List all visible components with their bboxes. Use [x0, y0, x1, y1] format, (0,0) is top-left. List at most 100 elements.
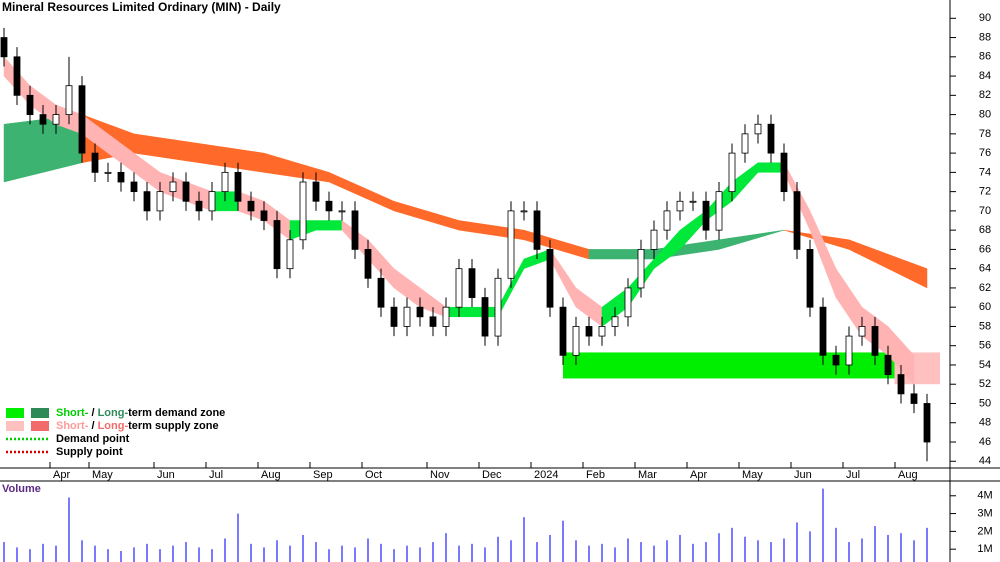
candle-body: [416, 306, 424, 318]
y-tick-label: 76: [979, 147, 991, 159]
legend-label: Short- / Long-term demand zone: [56, 407, 225, 419]
y-tick-label: 78: [979, 128, 991, 140]
x-tick-label: 2024: [534, 469, 558, 481]
candle-body: [442, 306, 450, 327]
candle-body: [702, 200, 710, 231]
y-tick-label: 4M: [977, 490, 992, 502]
candle-body: [819, 306, 827, 356]
candle-body: [858, 326, 866, 337]
candle-body: [52, 114, 60, 125]
candle-body: [689, 200, 697, 203]
y-tick-label: 84: [979, 70, 991, 82]
candle-body: [871, 326, 879, 356]
y-tick-label: 82: [979, 89, 991, 101]
legend-label: Supply point: [56, 446, 123, 458]
candle-body: [338, 210, 346, 213]
x-tick-label: Sep: [313, 469, 333, 481]
candle-body: [390, 306, 398, 327]
y-tick-label: 44: [979, 455, 991, 467]
x-tick-label: Jul: [846, 469, 860, 481]
x-tick-label: Dec: [482, 469, 502, 481]
band-segment: [718, 229, 785, 250]
candle-body: [572, 326, 580, 356]
y-tick-label: 68: [979, 224, 991, 236]
y-tick-label: 70: [979, 205, 991, 217]
candle-body: [221, 171, 229, 193]
legend-label: Demand point: [56, 433, 130, 445]
candle-body: [143, 191, 151, 212]
x-tick-label: May: [742, 469, 763, 481]
y-tick-label: 62: [979, 282, 991, 294]
candles: [0, 27, 931, 462]
candle-body: [234, 171, 242, 202]
candle-body: [0, 37, 8, 58]
zone: [563, 352, 901, 379]
candle-body: [195, 200, 203, 212]
candle-body: [923, 403, 931, 443]
legend-text: Demand point: [56, 433, 130, 445]
candle-body: [247, 200, 255, 212]
candle-body: [429, 316, 437, 327]
candle-body: [598, 326, 606, 337]
candle-body: [507, 210, 515, 279]
legend-swatch: [31, 421, 49, 431]
candle-body: [780, 152, 788, 193]
candle-body: [130, 181, 138, 193]
candle-body: [78, 85, 86, 154]
y-tick-label: 90: [979, 12, 991, 24]
band-segment: [315, 220, 343, 231]
band-segment: [848, 239, 928, 289]
x-tick-label: Apr: [53, 469, 70, 481]
candle-body: [312, 181, 320, 202]
y-tick-label: 56: [979, 340, 991, 352]
y-tick-label: 52: [979, 378, 991, 390]
candle-body: [897, 374, 905, 395]
y-tick-label: 2M: [977, 525, 992, 537]
x-tick-label: Aug: [261, 469, 281, 481]
y-tick-label: 48: [979, 417, 991, 429]
candle-body: [910, 393, 918, 404]
legend-text: Short-: [56, 407, 89, 419]
legend-text: /: [88, 420, 97, 432]
legend-text: Long-: [98, 407, 129, 419]
x-tick-label: Oct: [365, 469, 382, 481]
candle-body: [325, 200, 333, 212]
candle-body: [13, 56, 21, 96]
y-tick-label: 46: [979, 436, 991, 448]
y-tick-label: 60: [979, 301, 991, 313]
candle-body: [455, 268, 463, 308]
legend-text: term demand zone: [128, 407, 225, 419]
legend-text: Short-: [56, 420, 89, 432]
y-tick-label: 66: [979, 243, 991, 255]
y-tick-label: 1M: [977, 543, 992, 555]
band-segment: [757, 162, 785, 173]
candle-body: [351, 210, 359, 250]
candle-body: [377, 277, 385, 308]
candle-body: [845, 335, 853, 366]
candle-body: [715, 191, 723, 231]
legend-swatch: [6, 421, 24, 431]
x-tick-label: Jun: [794, 469, 812, 481]
legend-text: Supply point: [56, 446, 123, 458]
candle-body: [793, 191, 801, 250]
x-tick-label: May: [92, 469, 113, 481]
y-tick-label: 58: [979, 320, 991, 332]
candle-body: [611, 316, 619, 327]
candle-body: [403, 306, 411, 327]
y-tick-label: 80: [979, 108, 991, 120]
legend-swatch: [31, 408, 49, 418]
y-tick-label: 88: [979, 31, 991, 43]
chart-title: Mineral Resources Limited Ordinary (MIN)…: [2, 0, 281, 14]
x-tick-label: Jun: [157, 469, 175, 481]
candle-body: [832, 354, 840, 366]
legend-text: Long-: [98, 420, 129, 432]
candle-body: [663, 210, 671, 231]
candle-body: [364, 249, 372, 279]
candle-body: [728, 152, 736, 193]
candle-body: [585, 326, 593, 337]
candle-body: [182, 181, 190, 202]
candle-body: [520, 210, 528, 213]
candle-body: [559, 306, 567, 356]
candle-body: [117, 171, 125, 183]
legend-swatch: [6, 408, 24, 418]
